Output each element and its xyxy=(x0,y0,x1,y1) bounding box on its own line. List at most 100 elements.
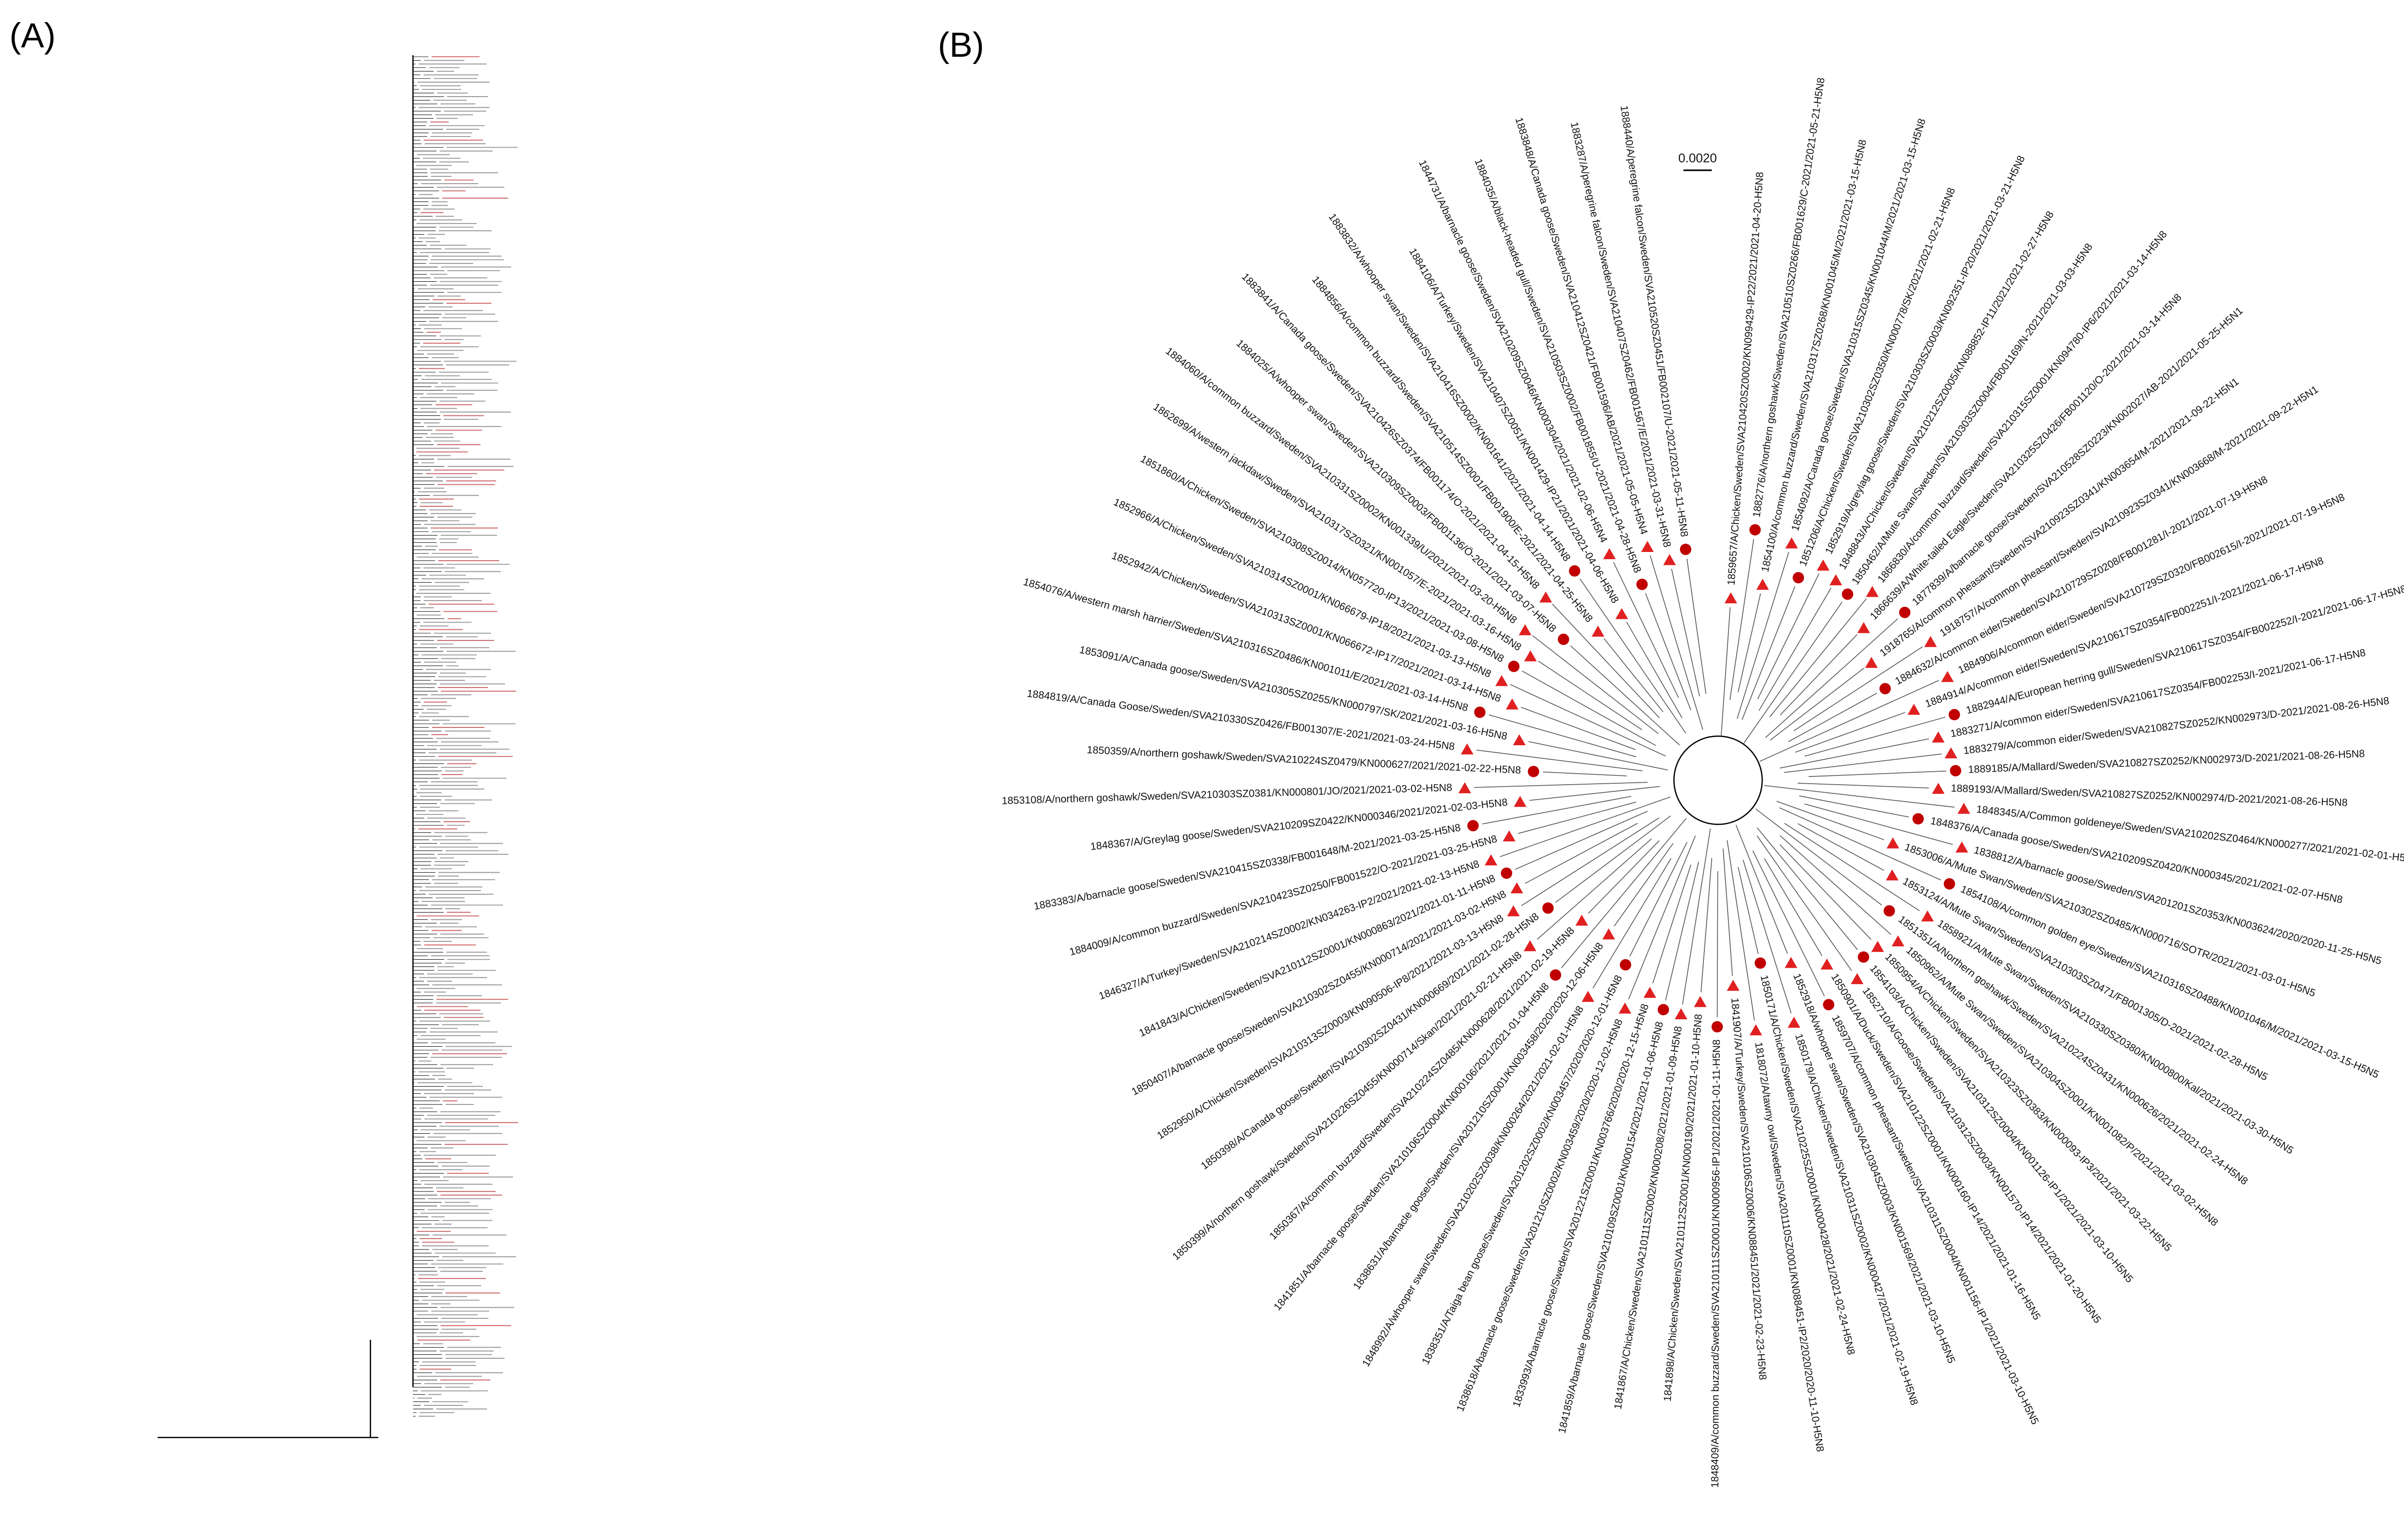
tip-marker xyxy=(1756,578,1769,590)
tip-marker xyxy=(1883,905,1895,917)
branch xyxy=(1515,811,1648,870)
branch xyxy=(1522,670,1656,746)
branch xyxy=(1738,593,1761,693)
tip-marker xyxy=(1502,830,1515,841)
tip-marker xyxy=(1680,543,1691,555)
branch xyxy=(1671,568,1700,697)
tip-marker xyxy=(1823,999,1835,1011)
branch xyxy=(1727,840,1755,1021)
branch xyxy=(1474,782,1648,788)
branch xyxy=(1555,815,1671,903)
branch xyxy=(1799,795,1909,818)
tip-marker xyxy=(1510,882,1523,894)
branch xyxy=(1793,646,1923,731)
branch xyxy=(1489,714,1637,757)
root-ring xyxy=(1673,735,1763,825)
branch xyxy=(1645,593,1691,711)
branch xyxy=(1757,573,1820,700)
branch xyxy=(1765,618,1898,738)
branch xyxy=(1686,558,1706,694)
tip-marker xyxy=(1955,841,1968,853)
tip-marker xyxy=(1871,940,1884,952)
branch xyxy=(1737,551,1790,719)
tip-marker xyxy=(1724,592,1737,603)
tip-marker xyxy=(1461,743,1474,755)
tip-marker xyxy=(1865,657,1878,668)
branch xyxy=(1682,828,1711,1005)
tip-marker xyxy=(1921,910,1934,922)
branch xyxy=(1804,716,1946,757)
tip-label: 1918757/A/common pheasant/Sweden/SVA2109… xyxy=(1937,383,2320,639)
branch xyxy=(1629,842,1688,957)
tip-marker xyxy=(1603,548,1616,560)
tip-marker xyxy=(1591,626,1604,637)
tip-marker xyxy=(1694,996,1707,1007)
tip-marker xyxy=(1816,559,1830,571)
tip-marker xyxy=(1575,914,1588,926)
tip-marker xyxy=(1907,703,1920,715)
tip-marker xyxy=(1711,1021,1723,1033)
branch xyxy=(1626,621,1683,718)
tip-marker xyxy=(1932,731,1945,743)
tip-marker xyxy=(1941,671,1954,682)
branch xyxy=(1525,823,1638,884)
tip-label: 1859657/A/Chicken/Sweden/SVA210420SZ0002… xyxy=(1725,172,1765,586)
branch xyxy=(1797,823,1884,871)
circular-tree: 1859657/A/Chicken/Sweden/SVA210420SZ0002… xyxy=(1002,77,2404,1488)
tip-marker xyxy=(1785,537,1798,549)
tip-marker xyxy=(1657,1004,1669,1015)
tip-marker xyxy=(1866,586,1879,597)
branch xyxy=(1755,808,1882,906)
tip-marker xyxy=(1506,698,1519,710)
branch xyxy=(1764,858,1823,956)
tip-marker xyxy=(1749,524,1761,536)
branch xyxy=(1521,707,1636,750)
tip-marker xyxy=(1784,957,1798,968)
branch xyxy=(1808,770,1946,777)
tip-marker xyxy=(1948,709,1960,721)
tip-marker xyxy=(1539,591,1553,603)
tip-marker xyxy=(1820,958,1833,970)
branch xyxy=(1804,803,1953,845)
tip-label: 1853108/A/northern goshawk/Sweden/SVA210… xyxy=(1002,781,1452,807)
scale-label: 0.0020 xyxy=(1678,151,1717,165)
tip-label: 1848345/A/Common goldeneye/Sweden/SVA210… xyxy=(1976,803,2404,865)
branch xyxy=(1482,796,1631,825)
tip-marker xyxy=(1513,734,1526,746)
tip-marker xyxy=(1484,854,1498,865)
branch xyxy=(1510,684,1666,757)
tip-marker xyxy=(1932,783,1945,794)
branch xyxy=(1532,635,1659,734)
branch xyxy=(1521,817,1660,906)
branch xyxy=(1788,693,1878,742)
branch xyxy=(1652,864,1691,984)
tip-marker xyxy=(1518,624,1532,636)
branch xyxy=(1776,801,1884,840)
tip-marker xyxy=(1474,706,1486,718)
tip-marker xyxy=(1514,796,1527,807)
branch xyxy=(1570,645,1680,746)
tip-marker xyxy=(1569,565,1580,577)
branch xyxy=(1742,860,1792,1014)
branch xyxy=(1797,783,1929,789)
tip-marker xyxy=(1851,973,1864,984)
tip-marker xyxy=(1944,747,1957,759)
branch xyxy=(1476,750,1642,771)
tip-marker xyxy=(1886,869,1899,881)
tip-marker xyxy=(1675,1008,1688,1019)
tip-marker xyxy=(1792,572,1804,584)
tip-label: 1848409/A/common buzzard/Sweden/SVA21011… xyxy=(1709,1039,1722,1488)
branch xyxy=(1529,786,1660,801)
branch xyxy=(1538,661,1642,730)
tip-label: 1884009/A/common buzzard/Sweden/SVA21042… xyxy=(1068,832,1499,958)
branch xyxy=(1650,555,1703,730)
branch xyxy=(1779,634,1858,715)
tip-marker xyxy=(1643,987,1656,998)
branch xyxy=(1756,835,1853,971)
branch xyxy=(1743,601,1843,744)
branch xyxy=(1579,578,1687,734)
tip-marker xyxy=(1507,905,1520,916)
tip-marker xyxy=(1524,940,1537,952)
branch xyxy=(1500,796,1671,857)
